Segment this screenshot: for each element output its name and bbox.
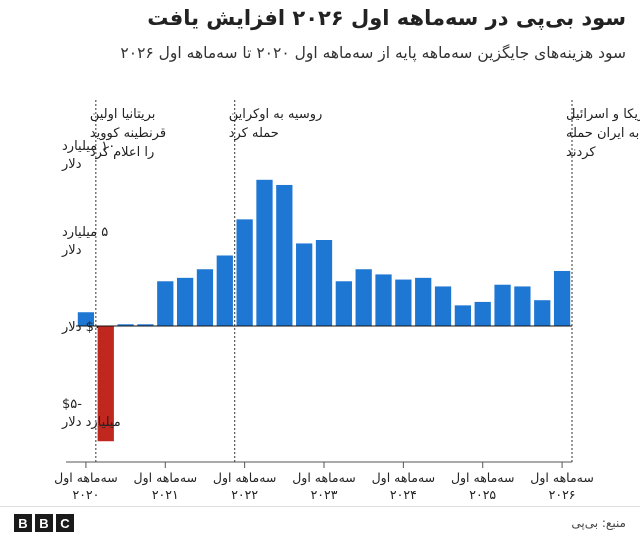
bar [494,284,511,326]
bar [256,179,273,326]
x-tick-label-line: ۲۰۲۱ [152,487,179,502]
x-tick-label: سه‌ماهه اول ۲۰۲۲ [213,470,277,502]
y-tick-label-line: -$۵ [62,397,82,412]
bar [454,305,472,326]
x-tick-label-line: ۲۰۲۳ [311,487,338,502]
bar [434,286,452,326]
x-tick-label: سه‌ماهه اول ۲۰۲۵ [451,470,515,502]
x-tick-label-line: سه‌ماهه اول [451,470,515,486]
bbc-logo-letter: C [56,514,74,532]
bar [276,184,293,326]
bar [236,219,253,326]
annotation-line-text: به ایران حمله [566,126,639,141]
y-tick-label: $۰ دلار [61,320,101,335]
annotation-text: بریتانیا اولین قرنطینه کووید را اعلام کرد [90,107,166,160]
bar [117,324,134,326]
chart-title: سود بی‌پی در سه‌ماهه اول ۲۰۲۶ افزایش یاف… [147,6,626,30]
bar [77,312,95,326]
footer-divider [0,506,640,507]
x-tick-label-line: سه‌ماهه اول [134,470,198,486]
y-tick-label-line: ۱۰ میلیارد [62,139,115,154]
y-tick-label: -$۵ میلیارد دلار [61,397,121,430]
bar [514,286,531,326]
x-tick-label-line: سه‌ماهه اول [292,470,356,486]
x-tick-label-line: سه‌ماهه اول [213,470,277,486]
bar [196,269,214,326]
bar-chart: بریتانیا اولین قرنطینه کووید را اعلام کرد ر… [54,100,640,502]
bar [137,324,154,326]
bar [395,279,412,326]
annotation-line-text: حمله کرد [229,126,279,141]
y-tick-label-line: دلار [61,157,82,172]
y-tick-label-line: ۵ میلیارد [62,225,108,240]
annotation-line-text: روسیه به اوکراین [229,107,323,122]
bar [553,270,571,326]
x-tick-label: سه‌ماهه اول ۲۰۲۶ [530,470,594,502]
x-tick-label: سه‌ماهه اول ۲۰۲۱ [134,470,198,502]
bar [176,277,194,326]
bar [216,255,233,326]
bbc-logo-letter: B [35,514,53,532]
bar [296,243,313,326]
source-note: منبع: بی‌پی [571,516,626,530]
bar [315,240,333,326]
y-tick-label: ۱۰ میلیارد دلار [61,139,115,172]
x-tick-label-line: ۲۰۲۶ [549,487,576,502]
bar [335,281,352,326]
bar [534,300,551,326]
bar [97,326,114,442]
x-tick-label-line: سه‌ماهه اول [372,470,436,486]
y-tick-label-line: $۰ دلار [61,320,101,335]
annotation-text: آمریکا و اسرائیل به ایران حمله کردند [566,105,640,160]
annotation-line-text: را اعلام کرد [90,145,154,160]
bbc-logo-letter: B [14,514,32,532]
bbc-logo: B B C [14,514,74,532]
x-tick-label-line: سه‌ماهه اول [54,470,118,486]
x-tick-label: سه‌ماهه اول ۲۰۲۴ [372,470,436,502]
x-tick-label-line: سه‌ماهه اول [530,470,594,486]
annotation-line-text: آمریکا و اسرائیل [566,105,640,122]
bar [415,277,432,326]
x-tick-label-line: ۲۰۲۴ [390,487,417,502]
y-tick-label-line: میلیارد دلار [61,415,121,430]
bar [157,281,174,326]
x-tick-label-line: ۲۰۲۰ [72,487,99,502]
chart-subtitle: سود هزینه‌های جایگزین سه‌ماهه پایه از سه… [120,44,626,62]
x-tick-label-line: ۲۰۲۲ [231,487,258,502]
annotation-line-text: قرنطینه کووید [90,126,166,141]
y-tick-label-line: دلار [61,243,82,258]
bar [375,274,392,326]
bar [355,269,372,326]
x-tick-label: سه‌ماهه اول ۲۰۲۳ [292,470,356,502]
bar [474,301,491,326]
annotation-line-text: بریتانیا اولین [90,107,156,122]
x-tick-label-line: ۲۰۲۵ [469,487,496,502]
y-tick-label: ۵ میلیارد دلار [61,225,108,258]
annotation-line-text: کردند [566,145,596,160]
annotation-text: روسیه به اوکراین حمله کرد [229,107,323,141]
x-tick-label: سه‌ماهه اول ۲۰۲۰ [54,470,118,502]
